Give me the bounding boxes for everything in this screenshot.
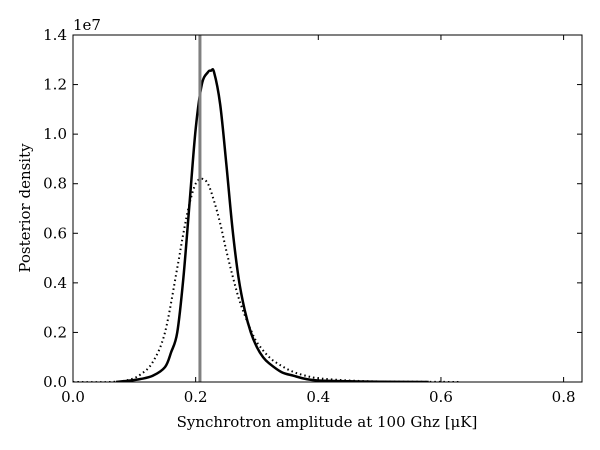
x-tick-label: 0.0	[61, 388, 85, 406]
y-tick-label: 0.6	[43, 224, 67, 242]
ticks-layer: 0.0 0.2 0.4 0.6 0.8 0.0 0.2 0.4 0.6 0.8 1.0 1.2 1.4	[43, 26, 582, 406]
solid-posterior-curve	[115, 67, 429, 382]
y-tick-label: 1.2	[43, 76, 67, 94]
x-axis-title: Synchrotron amplitude at 100 Ghz [μK]	[177, 413, 478, 431]
y-tick-label: 1.4	[43, 26, 67, 44]
x-tick-label: 0.2	[184, 388, 208, 406]
plot-frame	[72, 34, 583, 383]
x-tick-label: 0.4	[306, 388, 330, 406]
x-tick-label: 0.8	[552, 388, 576, 406]
y-tick-label: 0.8	[43, 175, 67, 193]
y-tick-label: 0.4	[43, 274, 67, 292]
y-offset-label: 1e7	[73, 16, 101, 34]
y-tick-label: 0.2	[43, 323, 67, 341]
series-layer	[73, 67, 460, 382]
y-axis-title: Posterior density	[16, 143, 34, 273]
x-tick-label: 0.6	[429, 388, 453, 406]
y-tick-label: 0.0	[43, 373, 67, 391]
y-tick-label: 1.0	[43, 125, 67, 143]
dotted-posterior-curve	[73, 177, 460, 382]
